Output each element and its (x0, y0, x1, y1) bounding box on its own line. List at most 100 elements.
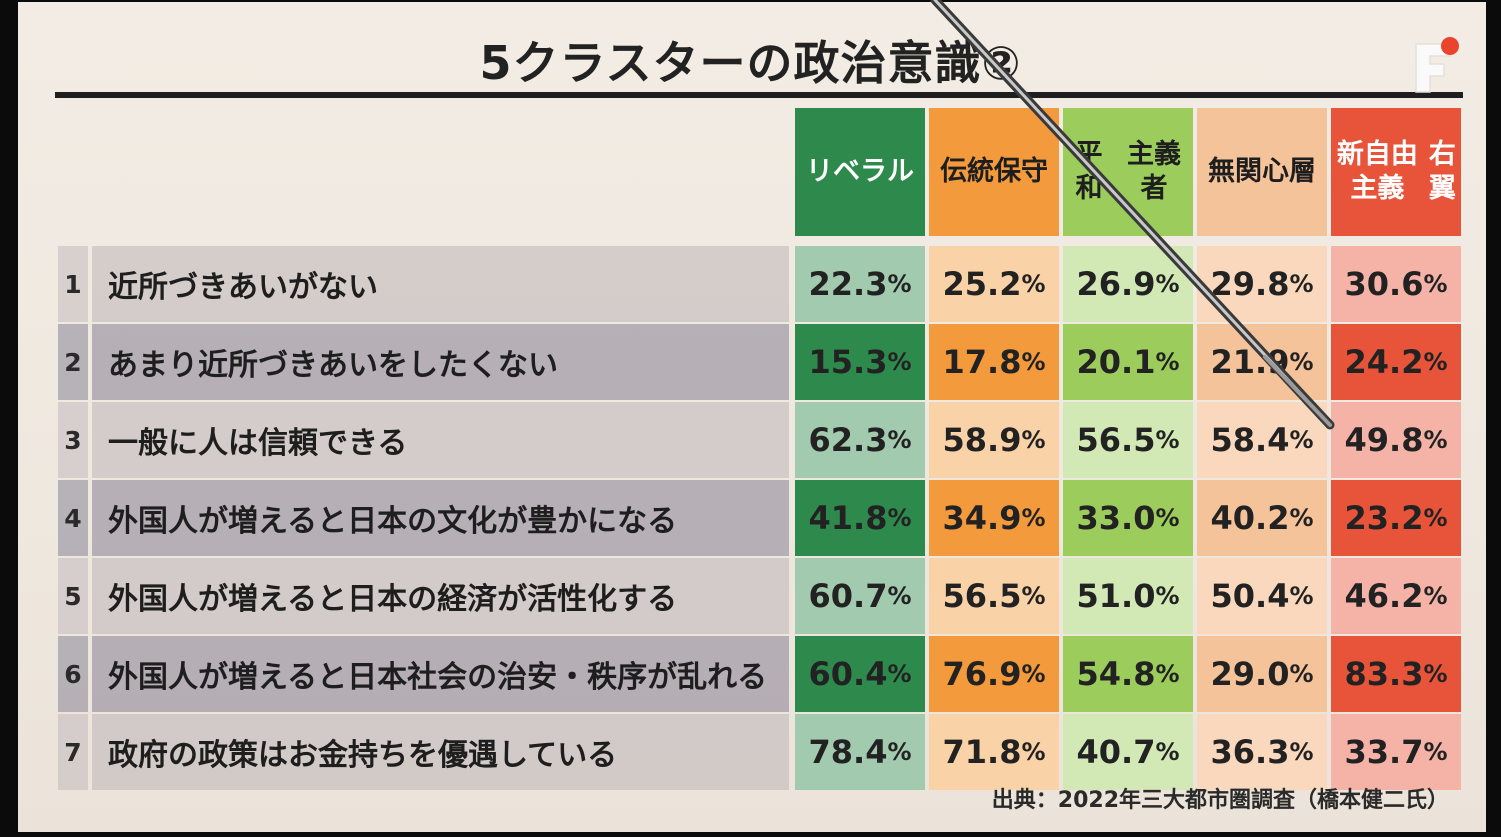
row-label: 外国人が増えると日本社会の治安・秩序が乱れる (92, 636, 789, 712)
percent-sign: % (1021, 582, 1046, 610)
value-cell: 56.5% (1063, 402, 1193, 478)
percent-sign: % (1289, 738, 1314, 766)
value-label: 78.4 (808, 733, 888, 771)
value-label: 15.3 (808, 343, 888, 381)
percent-sign: % (1423, 738, 1448, 766)
value-label: 56.5 (1076, 421, 1156, 459)
percent-sign: % (1423, 660, 1448, 688)
broadcaster-logo-icon (1415, 37, 1459, 93)
value-cell: 40.7% (1063, 714, 1193, 790)
percent-sign: % (1155, 504, 1180, 532)
value-cell: 78.4% (795, 714, 925, 790)
value-label: 60.7 (808, 577, 888, 615)
percent-sign: % (1423, 426, 1448, 454)
percent-sign: % (1289, 270, 1314, 298)
value-label: 40.7 (1076, 733, 1156, 771)
value-cell: 51.0% (1063, 558, 1193, 634)
value-label: 24.2 (1344, 343, 1424, 381)
value-cell: 24.2% (1331, 324, 1461, 400)
value-cell: 26.9% (1063, 246, 1193, 322)
column-header: 無関心層 (1197, 108, 1327, 236)
percent-sign: % (1155, 426, 1180, 454)
value-cell: 25.2% (929, 246, 1059, 322)
row-label: 外国人が増えると日本の文化が豊かになる (92, 480, 789, 556)
percent-sign: % (887, 504, 912, 532)
percent-sign: % (1155, 270, 1180, 298)
value-label: 71.8 (942, 733, 1022, 771)
value-label: 33.0 (1076, 499, 1156, 537)
percent-sign: % (1423, 582, 1448, 610)
percent-sign: % (1155, 660, 1180, 688)
column-header-text: 右翼 (1428, 139, 1456, 204)
value-label: 62.3 (808, 421, 888, 459)
value-cell: 60.4% (795, 636, 925, 712)
value-label: 49.8 (1344, 421, 1424, 459)
slide-title: 5クラスターの政治意識② (479, 36, 1022, 90)
column-header-text: 新自由主義 (1336, 139, 1418, 204)
value-label: 76.9 (942, 655, 1022, 693)
percent-sign: % (887, 738, 912, 766)
value-label: 22.3 (808, 265, 888, 303)
value-label: 26.9 (1076, 265, 1156, 303)
value-cell: 17.8% (929, 324, 1059, 400)
percent-sign: % (887, 270, 912, 298)
value-label: 20.1 (1076, 343, 1156, 381)
value-cell: 60.7% (795, 558, 925, 634)
percent-sign: % (1289, 426, 1314, 454)
percent-sign: % (1289, 504, 1314, 532)
value-label: 29.0 (1210, 655, 1290, 693)
column-header-text: 伝統保守 (940, 156, 1048, 188)
row-number: 3 (58, 402, 88, 478)
row-number: 5 (58, 558, 88, 634)
value-label: 58.4 (1210, 421, 1290, 459)
value-cell: 41.8% (795, 480, 925, 556)
value-cell: 15.3% (795, 324, 925, 400)
column-header: 伝統保守 (929, 108, 1059, 236)
source-credit: 出典：2022年三大都市圏調査（橋本健二氏） (991, 788, 1449, 813)
value-label: 56.5 (942, 577, 1022, 615)
percent-sign: % (1423, 504, 1448, 532)
row-label: あまり近所づきあいをしたくない (92, 324, 789, 400)
row-label: 一般に人は信頼できる (92, 402, 789, 478)
value-label: 46.2 (1344, 577, 1424, 615)
value-label: 54.8 (1076, 655, 1156, 693)
value-label: 41.8 (808, 499, 888, 537)
value-cell: 34.9% (929, 480, 1059, 556)
row-label: 近所づきあいがない (92, 246, 789, 322)
row-label: 政府の政策はお金持ちを優遇している (92, 714, 789, 790)
percent-sign: % (1155, 348, 1180, 376)
value-label: 34.9 (942, 499, 1022, 537)
value-label: 30.6 (1344, 265, 1424, 303)
value-label: 23.2 (1344, 499, 1424, 537)
percent-sign: % (1021, 504, 1046, 532)
value-label: 36.3 (1210, 733, 1290, 771)
percent-sign: % (1155, 738, 1180, 766)
value-label: 58.9 (942, 421, 1022, 459)
percent-sign: % (1289, 582, 1314, 610)
value-cell: 33.0% (1063, 480, 1193, 556)
value-cell: 54.8% (1063, 636, 1193, 712)
percent-sign: % (887, 582, 912, 610)
row-number: 2 (58, 324, 88, 400)
value-cell: 22.3% (795, 246, 925, 322)
value-cell: 20.1% (1063, 324, 1193, 400)
title-underline (55, 92, 1463, 98)
value-label: 29.8 (1210, 265, 1290, 303)
value-cell: 29.8% (1197, 246, 1327, 322)
value-cell: 23.2% (1331, 480, 1461, 556)
value-cell: 49.8% (1331, 402, 1461, 478)
value-cell: 58.9% (929, 402, 1059, 478)
column-header-text: 平和 (1075, 139, 1103, 204)
percent-sign: % (887, 660, 912, 688)
value-label: 60.4 (808, 655, 888, 693)
row-number: 6 (58, 636, 88, 712)
percent-sign: % (1289, 660, 1314, 688)
value-cell: 46.2% (1331, 558, 1461, 634)
value-cell: 21.9% (1197, 324, 1327, 400)
percent-sign: % (1423, 348, 1448, 376)
value-cell: 30.6% (1331, 246, 1461, 322)
column-header-text: 無関心層 (1208, 156, 1316, 188)
row-number: 7 (58, 714, 88, 790)
value-cell: 50.4% (1197, 558, 1327, 634)
value-label: 17.8 (942, 343, 1022, 381)
